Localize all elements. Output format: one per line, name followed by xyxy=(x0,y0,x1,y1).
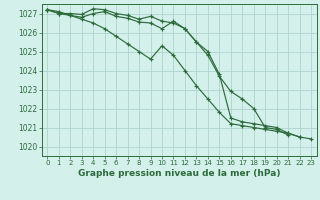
X-axis label: Graphe pression niveau de la mer (hPa): Graphe pression niveau de la mer (hPa) xyxy=(78,169,280,178)
